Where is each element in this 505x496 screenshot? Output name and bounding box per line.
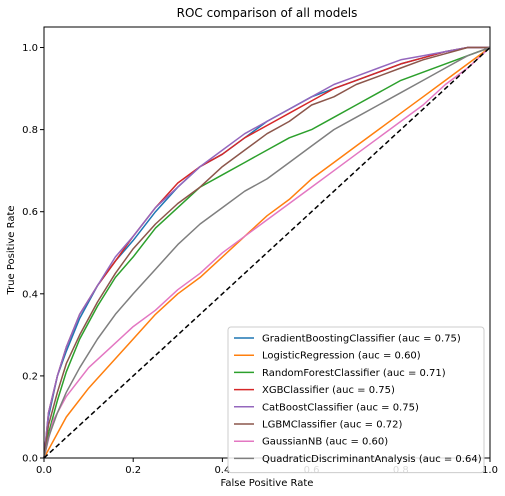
series-line-4 (43, 46, 490, 459)
legend-label-3: XGBClassifier (auc = 0.75) (262, 385, 395, 396)
legend-label-0: GradientBoostingClassifier (auc = 0.75) (262, 334, 461, 345)
series-line-5 (43, 46, 490, 459)
series-line-7 (43, 46, 491, 459)
y-tick-label-1: 0.2 (22, 371, 38, 382)
legend-label-4: CatBoostClassifier (auc = 0.75) (262, 402, 419, 413)
series-line-2 (43, 46, 491, 459)
x-tick-label-0: 0.0 (36, 465, 52, 476)
series-line-1 (43, 46, 491, 459)
y-tick-label-4: 0.8 (22, 125, 38, 136)
reference-diagonal (43, 46, 491, 459)
x-tick-label-5: 1.0 (482, 465, 498, 476)
legend-box (227, 326, 485, 474)
legend-label-7: QuadraticDiscriminantAnalysis (auc = 0.6… (262, 454, 482, 465)
y-tick-label-5: 1.0 (22, 43, 38, 54)
legend-label-6: GaussianNB (auc = 0.60) (262, 437, 388, 448)
y-tick-label-0: 0.0 (22, 454, 38, 465)
y-axis-label: True Positive Rate (6, 205, 17, 295)
y-tick-label-3: 0.6 (22, 207, 38, 218)
legend-label-5: LGBMClassifier (auc = 0.72) (262, 420, 403, 431)
plot-area: 0.00.20.40.60.81.00.00.20.40.60.81.0Grad… (22, 26, 498, 476)
y-tick-label-2: 0.4 (22, 289, 38, 300)
x-axis-label: False Positive Rate (221, 478, 314, 489)
legend-label-2: RandomForestClassifier (auc = 0.71) (262, 368, 446, 379)
legend-label-1: LogisticRegression (auc = 0.60) (262, 351, 421, 362)
x-tick-label-1: 0.2 (125, 465, 141, 476)
series-line-6 (43, 46, 491, 459)
chart-title: ROC comparison of all models (177, 6, 358, 20)
x-tick-label-2: 0.4 (214, 465, 230, 476)
